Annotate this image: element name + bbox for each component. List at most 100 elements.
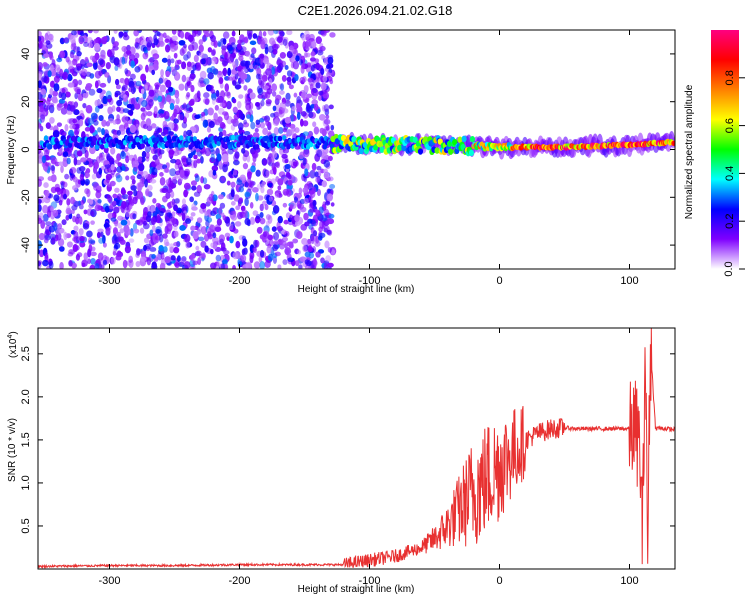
heatmap-noise-cell <box>45 122 51 130</box>
heatmap-tone-cell <box>469 135 476 143</box>
heatmap-noise-cell <box>277 185 282 191</box>
heatmap-noise-cell <box>76 213 81 219</box>
heatmap-noise-cell <box>188 44 195 52</box>
heatmap-noise-cell <box>294 127 300 134</box>
colorbar: 0.0 0.2 0.4 0.6 0.8 Normalized spectral ampl… <box>684 30 745 277</box>
heatmap-noise-cell <box>127 77 134 87</box>
heatmap-noise-cell <box>201 58 206 65</box>
heatmap-noise-cell <box>320 30 327 37</box>
heatmap-noise-cell <box>155 84 160 90</box>
heatmap-noise-cell <box>46 42 53 49</box>
heatmap-noise-cell <box>274 251 281 257</box>
heatmap-noise-cell <box>169 243 175 251</box>
heatmap-noise-cell <box>280 60 287 68</box>
heatmap-noise-cell <box>211 91 217 101</box>
heatmap-noise-cell <box>114 242 121 250</box>
heatmap-noise-cell <box>195 245 200 251</box>
heatmap-noise-cell <box>78 216 83 225</box>
heatmap-noise-cell <box>249 180 255 188</box>
heatmap-noise-cell <box>210 49 216 56</box>
heatmap-noise-cell <box>310 57 316 62</box>
heatmap-noise-cell <box>146 111 153 117</box>
heatmap-noise-cell <box>318 90 324 96</box>
heatmap-noise-cell <box>241 68 248 73</box>
heatmap-noise-cell <box>266 156 272 166</box>
heatmap-noise-cell <box>282 188 290 196</box>
heatmap-noise-cell <box>327 218 335 225</box>
heatmap-noise-cell <box>112 250 117 256</box>
heatmap-noise-cell <box>79 58 86 67</box>
heatmap-noise-cell <box>66 198 71 206</box>
heatmap-noise-cell <box>159 75 165 84</box>
heatmap-noise-cell <box>158 113 165 119</box>
heatmap-noise-cell <box>284 116 292 124</box>
heatmap-noise-cell <box>101 128 105 136</box>
heatmap-noise-cell <box>158 40 165 48</box>
heatmap-noise-cell <box>159 262 166 269</box>
heatmap-noise-cell <box>128 238 135 243</box>
heatmap-noise-cell <box>146 125 153 132</box>
heatmap-noise-cell <box>72 185 78 191</box>
heatmap-noise-cell <box>136 182 143 191</box>
heatmap-tone-cell <box>309 141 314 148</box>
heatmap-noise-cell <box>287 179 293 186</box>
heatmap-noise-cell <box>69 51 75 59</box>
heatmap-noise-cell <box>87 30 93 34</box>
heatmap-noise-cell <box>143 244 147 251</box>
heatmap-noise-cell <box>65 91 71 98</box>
heatmap-noise-cell <box>203 183 211 190</box>
heatmap-noise-cell <box>149 204 157 214</box>
heatmap-noise-cell <box>149 178 157 184</box>
heatmap-noise-cell <box>98 237 105 244</box>
heatmap-noise-cell <box>302 244 308 252</box>
heatmap-noise-cell <box>107 106 113 115</box>
y-tick-label: 2.0 <box>20 389 32 404</box>
heatmap-noise-cell <box>189 196 194 203</box>
heatmap-noise-cell <box>154 235 162 241</box>
heatmap-noise-cell <box>65 214 70 221</box>
heatmap-noise-cell <box>48 260 54 269</box>
heatmap-noise-cell <box>165 241 170 247</box>
heatmap-noise-cell <box>63 193 67 200</box>
heatmap-noise-cell <box>246 114 251 119</box>
heatmap-noise-cell <box>62 156 68 162</box>
heatmap-noise-cell <box>192 260 199 266</box>
heatmap-tone-cell <box>417 148 424 155</box>
heatmap-noise-cell <box>39 105 44 113</box>
heatmap-noise-cell <box>87 258 91 265</box>
heatmap-noise-cell <box>109 180 116 187</box>
heatmap-noise-cell <box>181 198 186 205</box>
heatmap-tone-cell <box>192 136 197 142</box>
heatmap-noise-cell <box>95 99 102 106</box>
heatmap-noise-cell <box>193 160 198 169</box>
heatmap-noise-cell <box>292 161 298 167</box>
heatmap-noise-cell <box>169 168 177 177</box>
heatmap-noise-cell <box>224 83 230 92</box>
heatmap-noise-cell <box>209 248 214 255</box>
heatmap-noise-cell <box>232 49 238 54</box>
heatmap-noise-cell <box>43 182 49 189</box>
heatmap-noise-cell <box>177 114 184 121</box>
heatmap-noise-cell <box>122 108 130 113</box>
heatmap-noise-cell <box>166 223 173 232</box>
heatmap-noise-cell <box>255 192 259 202</box>
heatmap-noise-cell <box>89 55 94 61</box>
heatmap-noise-cell <box>164 44 171 53</box>
heatmap-noise-cell <box>161 94 166 103</box>
heatmap-noise-cell <box>189 73 196 80</box>
heatmap-noise-cell <box>271 83 278 92</box>
heatmap-noise-cell <box>312 246 317 254</box>
heatmap-noise-cell <box>202 119 209 128</box>
colorbar-label: Normalized spectral amplitude <box>684 84 695 219</box>
heatmap-noise-cell <box>255 119 261 125</box>
heatmap-noise-cell <box>211 165 219 172</box>
heatmap-noise-cell <box>249 201 254 209</box>
heatmap-noise-cell <box>133 189 138 197</box>
heatmap-noise-cell <box>181 203 188 213</box>
heatmap-tone-cell <box>437 138 443 145</box>
heatmap-tone-cell <box>179 135 184 141</box>
heatmap-noise-cell <box>302 148 310 158</box>
heatmap-noise-cell <box>66 241 73 248</box>
heatmap-noise-cell <box>90 257 96 265</box>
heatmap-noise-cell <box>50 164 56 172</box>
